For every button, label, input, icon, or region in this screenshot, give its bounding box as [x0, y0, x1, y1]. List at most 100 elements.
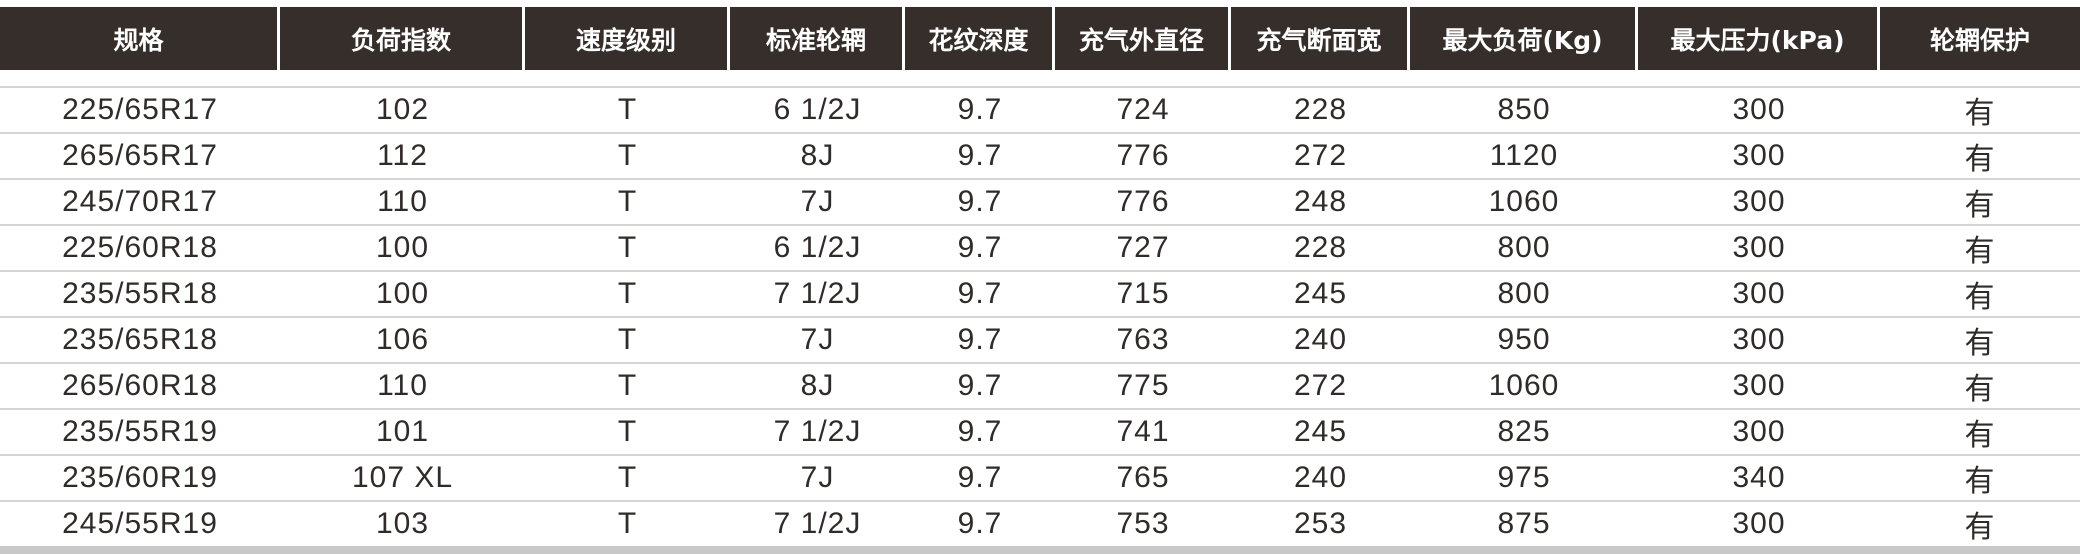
- cell-size: 235/55R18: [0, 272, 280, 318]
- cell-standard-rim: 8J: [730, 134, 905, 180]
- cell-section-width: 272: [1231, 364, 1410, 410]
- cell-section-width: 245: [1231, 272, 1410, 318]
- cell-tread-depth: 9.7: [905, 226, 1055, 272]
- cell-standard-rim: 7J: [730, 180, 905, 226]
- cell-standard-rim: 8J: [730, 364, 905, 410]
- cell-size: 265/65R17: [0, 134, 280, 180]
- cell-size: 245/70R17: [0, 180, 280, 226]
- cell-load-index: 101: [280, 410, 525, 456]
- table-row: 265/60R18 110 T 8J 9.7 775 272 1060 300 有: [0, 364, 2080, 410]
- cell-speed-rating: T: [525, 226, 730, 272]
- header-row: 规格 负荷指数 速度级别 标准轮辋 花纹深度 充气外直径 充气断面宽 最大负荷(Kg) 最大压力…: [0, 7, 2080, 70]
- cell-tread-depth: 9.7: [905, 364, 1055, 410]
- table-row: 235/65R18 106 T 7J 9.7 763 240 950 300 有: [0, 318, 2080, 364]
- cell-tread-depth: 9.7: [905, 134, 1055, 180]
- cell-load-index: 100: [280, 272, 525, 318]
- cell-rim-protection: 有: [1880, 410, 2080, 456]
- cell-overall-diameter: 727: [1055, 226, 1231, 272]
- cell-tread-depth: 9.7: [905, 180, 1055, 226]
- cell-speed-rating: T: [525, 410, 730, 456]
- cell-max-load: 1060: [1410, 364, 1638, 410]
- cell-max-pressure: 300: [1638, 180, 1880, 226]
- cell-tread-depth: 9.7: [905, 410, 1055, 456]
- cell-max-load: 1060: [1410, 180, 1638, 226]
- cell-max-load: 800: [1410, 272, 1638, 318]
- cell-standard-rim: 7 1/2J: [730, 410, 905, 456]
- spacer-cell: [0, 70, 2080, 88]
- cell-rim-protection: 有: [1880, 318, 2080, 364]
- cell-section-width: 272: [1231, 134, 1410, 180]
- cell-max-pressure: 300: [1638, 502, 1880, 554]
- cell-max-pressure: 300: [1638, 134, 1880, 180]
- cell-size: 245/55R19: [0, 502, 280, 554]
- column-header-standard-rim: 标准轮辋: [730, 7, 905, 70]
- column-header-load-index: 负荷指数: [280, 7, 525, 70]
- cell-tread-depth: 9.7: [905, 318, 1055, 364]
- column-header-max-pressure: 最大压力(kPa): [1638, 7, 1880, 70]
- cell-rim-protection: 有: [1880, 364, 2080, 410]
- cell-section-width: 248: [1231, 180, 1410, 226]
- cell-section-width: 228: [1231, 88, 1410, 134]
- cell-size: 265/60R18: [0, 364, 280, 410]
- column-header-speed-rating: 速度级别: [525, 7, 730, 70]
- cell-overall-diameter: 765: [1055, 456, 1231, 502]
- cell-max-pressure: 300: [1638, 226, 1880, 272]
- column-header-rim-protection: 轮辋保护: [1880, 7, 2080, 70]
- cell-section-width: 228: [1231, 226, 1410, 272]
- cell-standard-rim: 6 1/2J: [730, 226, 905, 272]
- cell-speed-rating: T: [525, 318, 730, 364]
- cell-standard-rim: 7J: [730, 318, 905, 364]
- cell-section-width: 240: [1231, 318, 1410, 364]
- cell-load-index: 112: [280, 134, 525, 180]
- spacer-row: [0, 70, 2080, 88]
- cell-overall-diameter: 741: [1055, 410, 1231, 456]
- cell-rim-protection: 有: [1880, 502, 2080, 554]
- cell-size: 235/60R19: [0, 456, 280, 502]
- cell-tread-depth: 9.7: [905, 272, 1055, 318]
- cell-overall-diameter: 776: [1055, 180, 1231, 226]
- cell-speed-rating: T: [525, 272, 730, 318]
- table-row: 235/55R18 100 T 7 1/2J 9.7 715 245 800 300 有: [0, 272, 2080, 318]
- cell-overall-diameter: 715: [1055, 272, 1231, 318]
- cell-standard-rim: 6 1/2J: [730, 88, 905, 134]
- cell-overall-diameter: 775: [1055, 364, 1231, 410]
- cell-size: 225/65R17: [0, 88, 280, 134]
- cell-load-index: 110: [280, 364, 525, 410]
- cell-tread-depth: 9.7: [905, 88, 1055, 134]
- cell-max-pressure: 300: [1638, 88, 1880, 134]
- cell-speed-rating: T: [525, 134, 730, 180]
- cell-overall-diameter: 724: [1055, 88, 1231, 134]
- table-row: 235/60R19 107 XL T 7J 9.7 765 240 975 340 有: [0, 456, 2080, 502]
- cell-max-pressure: 300: [1638, 318, 1880, 364]
- cell-load-index: 100: [280, 226, 525, 272]
- cell-rim-protection: 有: [1880, 226, 2080, 272]
- cell-size: 235/55R19: [0, 410, 280, 456]
- cell-size: 225/60R18: [0, 226, 280, 272]
- cell-rim-protection: 有: [1880, 134, 2080, 180]
- cell-max-pressure: 340: [1638, 456, 1880, 502]
- cell-max-load: 875: [1410, 502, 1638, 554]
- cell-section-width: 240: [1231, 456, 1410, 502]
- cell-overall-diameter: 753: [1055, 502, 1231, 554]
- cell-size: 235/65R18: [0, 318, 280, 364]
- cell-speed-rating: T: [525, 180, 730, 226]
- cell-max-pressure: 300: [1638, 364, 1880, 410]
- cell-load-index: 102: [280, 88, 525, 134]
- column-header-section-width: 充气断面宽: [1231, 7, 1410, 70]
- cell-tread-depth: 9.7: [905, 502, 1055, 554]
- table-row: 225/65R17 102 T 6 1/2J 9.7 724 228 850 300 有: [0, 88, 2080, 134]
- cell-rim-protection: 有: [1880, 272, 2080, 318]
- cell-max-pressure: 300: [1638, 272, 1880, 318]
- cell-max-load: 950: [1410, 318, 1638, 364]
- table-row: 245/55R19 103 T 7 1/2J 9.7 753 253 875 300 有: [0, 502, 2080, 554]
- cell-load-index: 103: [280, 502, 525, 554]
- cell-section-width: 245: [1231, 410, 1410, 456]
- cell-max-load: 850: [1410, 88, 1638, 134]
- table-row: 225/60R18 100 T 6 1/2J 9.7 727 228 800 300 有: [0, 226, 2080, 272]
- cell-rim-protection: 有: [1880, 456, 2080, 502]
- cell-standard-rim: 7 1/2J: [730, 502, 905, 554]
- cell-overall-diameter: 763: [1055, 318, 1231, 364]
- cell-standard-rim: 7 1/2J: [730, 272, 905, 318]
- cell-max-load: 825: [1410, 410, 1638, 456]
- tire-spec-table: 规格 负荷指数 速度级别 标准轮辋 花纹深度 充气外直径 充气断面宽 最大负荷(Kg) 最大压力…: [0, 7, 2080, 554]
